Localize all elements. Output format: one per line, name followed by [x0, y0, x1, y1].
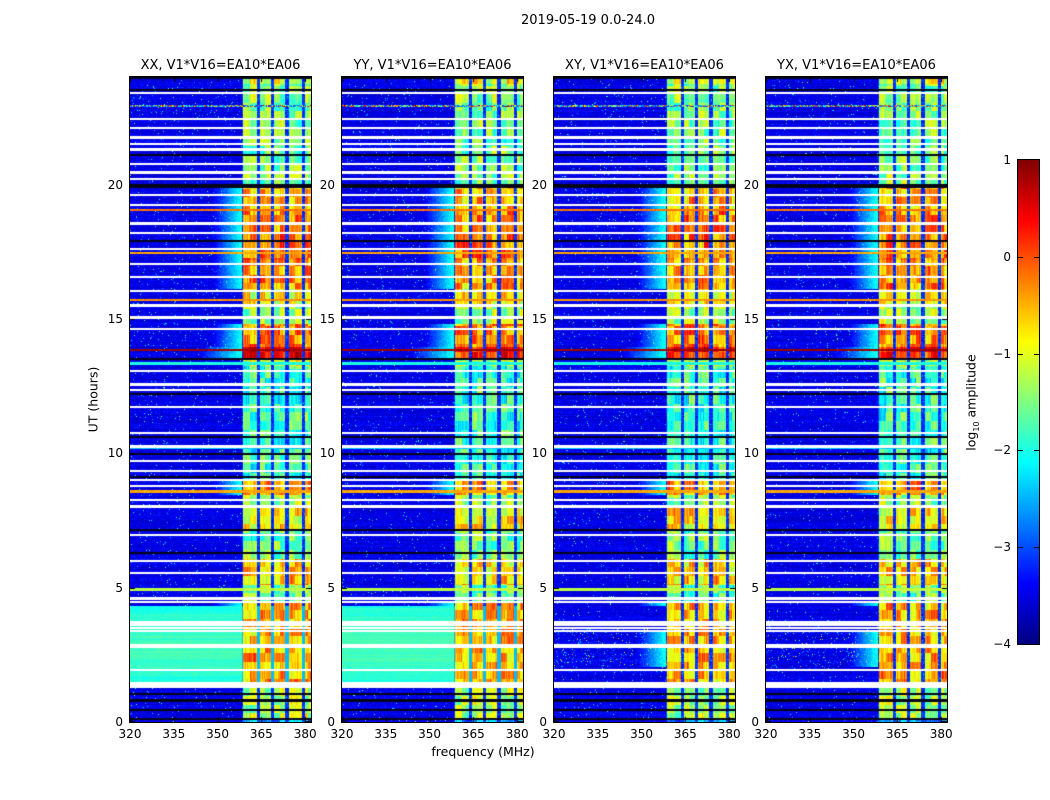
- panel-title-yx: YX, V1*V16=EA10*EA06: [777, 58, 936, 73]
- colorbar-label-prefix: log: [963, 431, 979, 451]
- panel-title-xy: XY, V1*V16=EA10*EA06: [565, 58, 724, 73]
- spectrogram-panel-yx: [765, 76, 948, 723]
- x-tick-label: 320: [542, 727, 566, 741]
- y-tick-label: 10: [531, 446, 547, 461]
- x-tick-label: 380: [929, 727, 953, 741]
- x-tick-label: 350: [630, 727, 654, 741]
- y-tick-label: 20: [107, 177, 123, 192]
- spectrogram-canvas-yy: [342, 77, 523, 722]
- figure-title: 2019-05-19 0.0-24.0: [521, 13, 655, 28]
- colorbar-tick-mark: [1018, 257, 1023, 258]
- colorbar-tick-label: 1: [1003, 153, 1011, 167]
- y-tick-label: 20: [531, 177, 547, 192]
- panel-title-yy: YY, V1*V16=EA10*EA06: [353, 58, 512, 73]
- y-tick-label: 0: [539, 715, 547, 729]
- x-tick-label: 335: [798, 727, 822, 741]
- y-tick-label: 15: [531, 311, 547, 326]
- y-tick-label: 15: [743, 311, 759, 326]
- colorbar-tick-mark: [1018, 450, 1023, 451]
- x-tick-label: 380: [505, 727, 529, 741]
- y-tick-label: 5: [327, 580, 335, 595]
- spectrogram-canvas-xy: [554, 77, 735, 722]
- y-tick-label: 0: [327, 715, 335, 729]
- y-tick-label: 20: [743, 177, 759, 192]
- y-tick-label: 20: [319, 177, 335, 192]
- y-tick-label: 5: [539, 580, 547, 595]
- y-tick-label: 5: [115, 580, 123, 595]
- colorbar-tick-label: −2: [993, 443, 1011, 458]
- colorbar-label-suffix: amplitude: [963, 354, 979, 422]
- x-tick-label: 380: [293, 727, 317, 741]
- x-tick-label: 320: [754, 727, 778, 741]
- spectrogram-panel-yy: [341, 76, 524, 723]
- colorbar-tick-mark: [1034, 450, 1039, 451]
- y-tick-label: 5: [751, 580, 759, 595]
- colorbar-tick-mark: [1018, 354, 1023, 355]
- spectrogram-panel-xx: [129, 76, 312, 723]
- y-tick-label: 15: [319, 311, 335, 326]
- spectrogram-panel-xy: [553, 76, 736, 723]
- x-axis-label: frequency (MHz): [431, 744, 535, 759]
- y-tick-label: 10: [743, 446, 759, 461]
- x-tick-label: 335: [586, 727, 610, 741]
- x-tick-label: 350: [842, 727, 866, 741]
- y-tick-label: 10: [319, 446, 335, 461]
- spectrogram-canvas-xx: [130, 77, 311, 722]
- x-tick-label: 365: [673, 727, 697, 741]
- x-tick-label: 365: [461, 727, 485, 741]
- spectrogram-canvas-yx: [766, 77, 947, 722]
- x-tick-label: 335: [162, 727, 186, 741]
- colorbar-tick-label: −3: [993, 540, 1011, 555]
- colorbar-tick-label: −1: [993, 346, 1011, 361]
- colorbar-gradient: [1018, 160, 1039, 644]
- x-tick-label: 365: [249, 727, 273, 741]
- colorbar-tick-label: 0: [1003, 249, 1011, 264]
- y-tick-label: 0: [751, 715, 759, 729]
- y-axis-label: UT (hours): [85, 366, 101, 433]
- x-tick-label: 380: [717, 727, 741, 741]
- x-tick-label: 365: [885, 727, 909, 741]
- colorbar: [1017, 159, 1040, 645]
- y-tick-label: 10: [107, 446, 123, 461]
- y-tick-label: 15: [107, 311, 123, 326]
- colorbar-tick-label: −4: [993, 637, 1011, 651]
- x-tick-label: 320: [118, 727, 142, 741]
- panel-title-xx: XX, V1*V16=EA10*EA06: [140, 58, 301, 73]
- colorbar-label: log10 amplitude: [963, 303, 982, 503]
- x-tick-label: 350: [418, 727, 442, 741]
- x-tick-label: 335: [374, 727, 398, 741]
- colorbar-tick-mark: [1018, 547, 1023, 548]
- colorbar-label-sub: 10: [972, 421, 981, 432]
- colorbar-tick-mark: [1034, 547, 1039, 548]
- colorbar-tick-mark: [1034, 257, 1039, 258]
- y-tick-label: 0: [115, 715, 123, 729]
- colorbar-tick-mark: [1034, 354, 1039, 355]
- x-tick-label: 350: [206, 727, 230, 741]
- x-tick-label: 320: [330, 727, 354, 741]
